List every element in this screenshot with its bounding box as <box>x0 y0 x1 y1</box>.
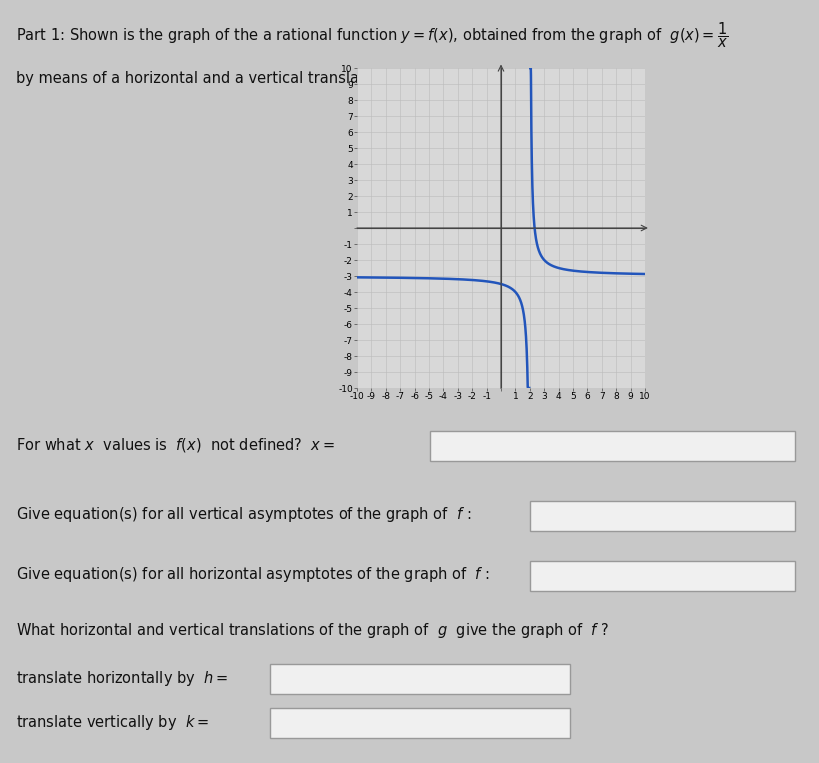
Text: What horizontal and vertical translations of the graph of  $g$  give the graph o: What horizontal and vertical translation… <box>16 620 609 639</box>
FancyBboxPatch shape <box>429 431 794 461</box>
Text: translate vertically by  $k =$: translate vertically by $k =$ <box>16 713 209 732</box>
Text: Part 1: Shown is the graph of the a rational function $y = f(x)$, obtained from : Part 1: Shown is the graph of the a rati… <box>16 21 728 50</box>
FancyBboxPatch shape <box>529 561 794 591</box>
Text: translate horizontally by  $h =$: translate horizontally by $h =$ <box>16 668 229 687</box>
FancyBboxPatch shape <box>269 664 569 694</box>
Text: by means of a horizontal and a vertical translation.: by means of a horizontal and a vertical … <box>16 71 391 85</box>
Text: Give equation(s) for all vertical asymptotes of the graph of  $f$ :: Give equation(s) for all vertical asympt… <box>16 506 471 524</box>
Text: Give equation(s) for all horizontal asymptotes of the graph of  $f$ :: Give equation(s) for all horizontal asym… <box>16 565 490 584</box>
Text: For what $x$  values is  $f(x)$  not defined?  $x =$: For what $x$ values is $f(x)$ not define… <box>16 436 335 454</box>
FancyBboxPatch shape <box>269 708 569 738</box>
FancyBboxPatch shape <box>529 501 794 531</box>
